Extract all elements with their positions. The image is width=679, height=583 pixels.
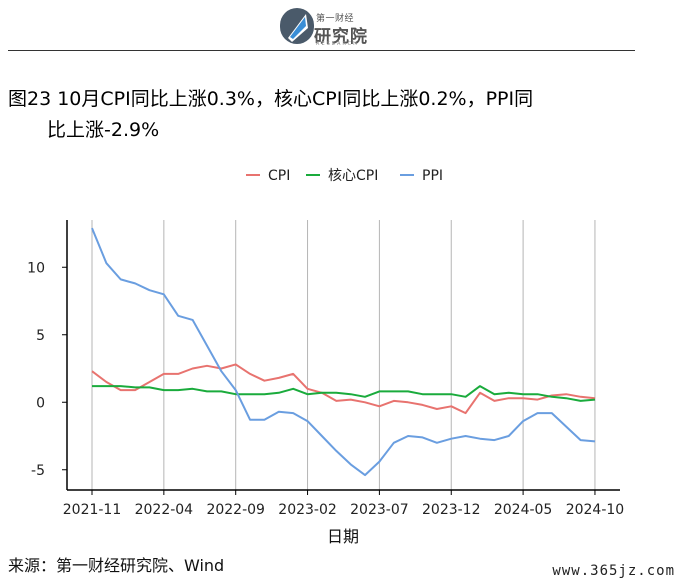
series-line-PPI	[91, 227, 596, 477]
logo-text-sub: RESEARCH	[316, 41, 359, 47]
y-tick-label: 10	[27, 260, 45, 276]
chart-series	[91, 227, 596, 477]
series-line-核心CPI	[92, 385, 596, 402]
header-divider	[8, 50, 635, 51]
y-tick-label: -5	[31, 463, 45, 479]
logo-text-top: 第一财经	[316, 14, 355, 24]
chart-ticks: -5 0 5 10 2021-11 2022-04 2022-09 2023-02 2023-0…	[27, 260, 624, 518]
x-axis-label: 日期	[327, 527, 359, 546]
chart-gridlines	[91, 220, 596, 490]
chart-legend: CPI 核心CPI PPI	[246, 168, 443, 184]
x-tick-label: 2022-04	[135, 502, 194, 518]
x-tick-label: 2024-05	[494, 502, 553, 518]
chart-axes	[66, 220, 620, 491]
y-tick-label: 5	[36, 328, 45, 344]
x-tick-label: 2022-09	[206, 502, 265, 518]
legend-label-CPI: CPI	[268, 168, 290, 184]
x-tick-label: 2023-12	[422, 502, 481, 518]
x-tick-label: 2021-11	[63, 502, 122, 518]
logo	[280, 8, 314, 44]
legend-label-核心CPI: 核心CPI	[328, 168, 378, 184]
figure-title-line2: 比上涨-2.9%	[47, 119, 160, 141]
y-tick-label: 0	[36, 395, 45, 411]
figure-title: 图23 10月CPI同比上涨0.3%，核心CPI同比上涨0.2%，PPI同 比上…	[8, 84, 608, 146]
x-tick-label: 2023-02	[278, 502, 337, 518]
logo-text-main: 研究院	[314, 27, 368, 47]
series-line-CPI	[91, 363, 596, 415]
legend-label-PPI: PPI	[422, 168, 443, 184]
figure-title-line1: 图23 10月CPI同比上涨0.3%，核心CPI同比上涨0.2%，PPI同	[8, 88, 534, 110]
line-chart: CPI 核心CPI PPI -5 0 5 10 2021-11 2022-04 2022-09 2…	[27, 168, 624, 546]
x-tick-label: 2023-07	[350, 502, 409, 518]
source-note: 来源：第一财经研究院、Wind	[8, 556, 225, 575]
x-tick-label: 2024-10	[566, 502, 625, 518]
watermark: www.365jz.com	[548, 561, 679, 581]
